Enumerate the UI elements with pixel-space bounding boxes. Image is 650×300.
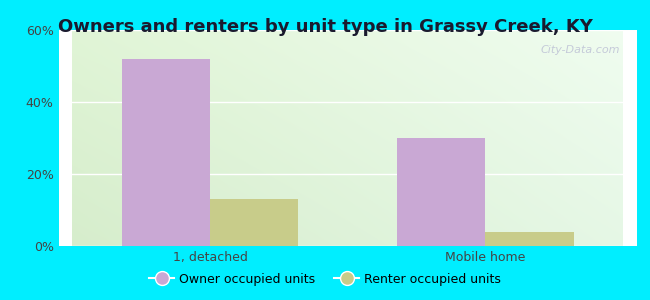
- Bar: [486, 232, 574, 246]
- Bar: [210, 199, 298, 246]
- Text: City-Data.com: City-Data.com: [540, 45, 619, 55]
- Legend: Owner occupied units, Renter occupied units: Owner occupied units, Renter occupied un…: [144, 268, 506, 291]
- Text: Owners and renters by unit type in Grassy Creek, KY: Owners and renters by unit type in Grass…: [58, 18, 592, 36]
- Bar: [397, 138, 486, 246]
- Bar: [122, 59, 210, 246]
